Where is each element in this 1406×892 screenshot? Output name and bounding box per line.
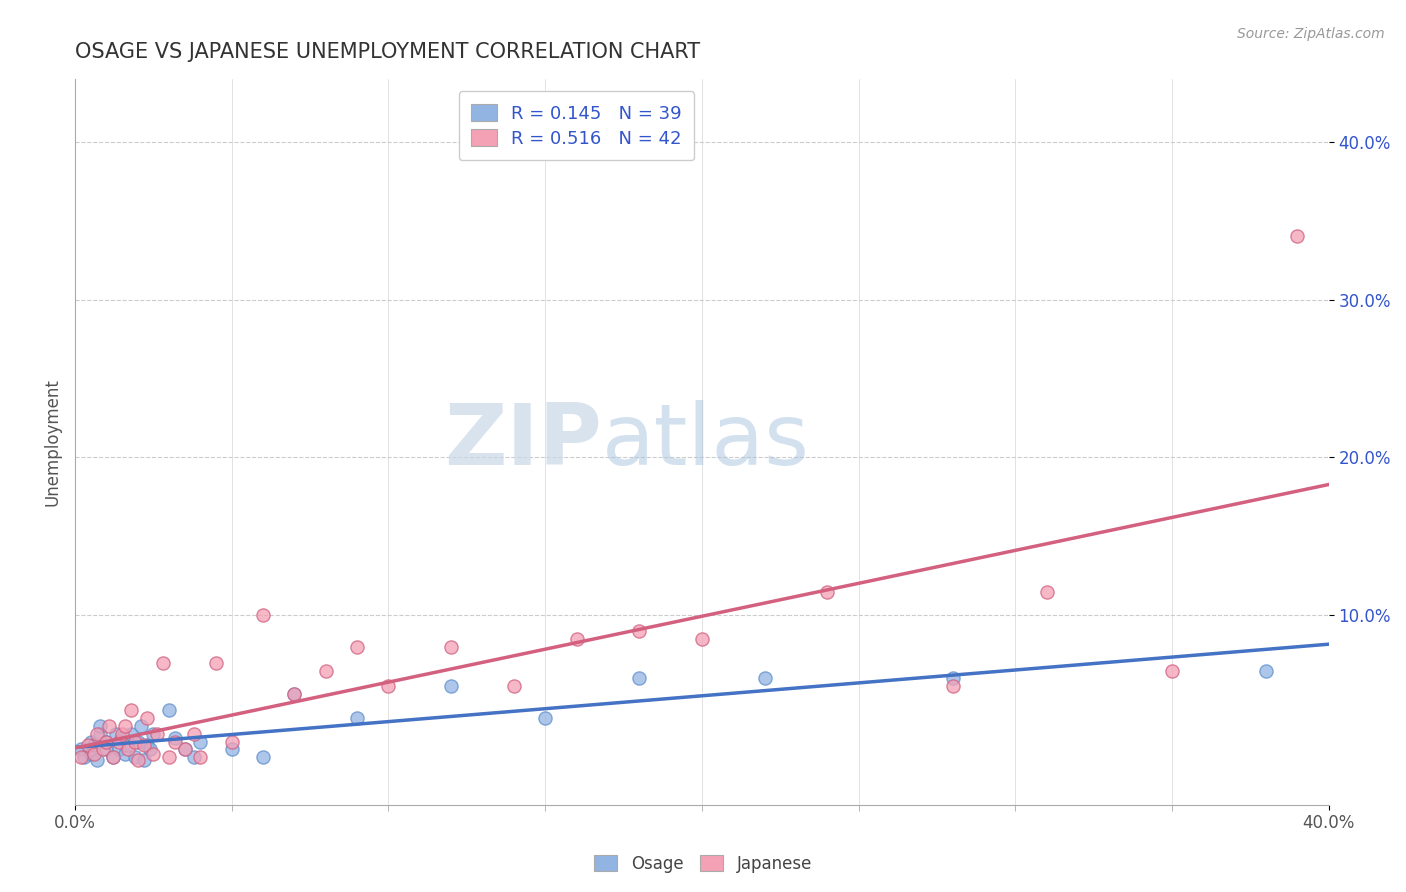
- Point: [89, 719, 111, 733]
- Point: [165, 734, 187, 748]
- Point: [1035, 584, 1057, 599]
- Point: [70, 750, 93, 764]
- Point: [690, 632, 713, 646]
- Legend: Osage, Japanese: Osage, Japanese: [588, 848, 818, 880]
- Point: [101, 750, 124, 764]
- Point: [565, 632, 588, 646]
- Point: [132, 738, 155, 752]
- Point: [377, 679, 399, 693]
- Text: Source: ZipAtlas.com: Source: ZipAtlas.com: [1237, 27, 1385, 41]
- Point: [83, 738, 105, 752]
- Point: [124, 734, 146, 748]
- Point: [145, 726, 167, 740]
- Point: [157, 750, 180, 764]
- Point: [79, 734, 101, 748]
- Point: [165, 731, 187, 746]
- Point: [205, 656, 228, 670]
- Point: [136, 711, 159, 725]
- Point: [173, 742, 195, 756]
- Point: [942, 679, 965, 693]
- Legend: R = 0.145   N = 39, R = 0.516   N = 42: R = 0.145 N = 39, R = 0.516 N = 42: [458, 91, 695, 161]
- Point: [440, 640, 463, 654]
- Point: [283, 687, 305, 701]
- Point: [108, 734, 131, 748]
- Point: [111, 731, 134, 746]
- Point: [83, 747, 105, 761]
- Point: [183, 726, 205, 740]
- Point: [111, 726, 134, 740]
- Point: [252, 608, 274, 623]
- Point: [346, 711, 368, 725]
- Point: [183, 750, 205, 764]
- Point: [117, 742, 139, 756]
- Point: [96, 742, 118, 756]
- Text: atlas: atlas: [602, 401, 810, 483]
- Point: [534, 711, 557, 725]
- Point: [628, 672, 651, 686]
- Point: [108, 742, 131, 756]
- Point: [127, 754, 149, 768]
- Point: [98, 719, 121, 733]
- Point: [124, 750, 146, 764]
- Point: [157, 703, 180, 717]
- Point: [283, 687, 305, 701]
- Point: [221, 734, 243, 748]
- Point: [440, 679, 463, 693]
- Point: [136, 738, 159, 752]
- Point: [142, 726, 165, 740]
- Y-axis label: Unemployment: Unemployment: [44, 377, 60, 506]
- Point: [315, 664, 337, 678]
- Point: [114, 747, 136, 761]
- Point: [628, 624, 651, 638]
- Point: [86, 726, 108, 740]
- Point: [1286, 229, 1309, 244]
- Point: [120, 703, 142, 717]
- Point: [89, 726, 111, 740]
- Point: [127, 734, 149, 748]
- Point: [252, 750, 274, 764]
- Point: [754, 672, 776, 686]
- Point: [190, 750, 212, 764]
- Point: [173, 742, 195, 756]
- Point: [86, 754, 108, 768]
- Point: [1161, 664, 1184, 678]
- Point: [1254, 664, 1277, 678]
- Text: OSAGE VS JAPANESE UNEMPLOYMENT CORRELATION CHART: OSAGE VS JAPANESE UNEMPLOYMENT CORRELATI…: [75, 42, 700, 62]
- Point: [346, 640, 368, 654]
- Point: [190, 734, 212, 748]
- Text: ZIP: ZIP: [444, 401, 602, 483]
- Point: [942, 672, 965, 686]
- Point: [70, 742, 93, 756]
- Point: [101, 750, 124, 764]
- Point: [76, 738, 98, 752]
- Point: [142, 747, 165, 761]
- Point: [129, 719, 152, 733]
- Point: [96, 734, 118, 748]
- Point: [502, 679, 524, 693]
- Point: [132, 754, 155, 768]
- Point: [114, 719, 136, 733]
- Point: [815, 584, 838, 599]
- Point: [96, 734, 118, 748]
- Point: [104, 726, 127, 740]
- Point: [73, 750, 96, 764]
- Point: [139, 742, 162, 756]
- Point: [117, 738, 139, 752]
- Point: [79, 747, 101, 761]
- Point: [120, 726, 142, 740]
- Point: [221, 742, 243, 756]
- Point: [152, 656, 174, 670]
- Point: [91, 742, 114, 756]
